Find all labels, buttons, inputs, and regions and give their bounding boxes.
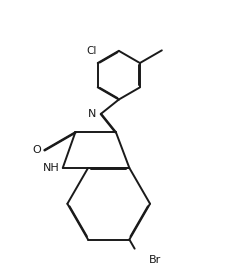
Text: Cl: Cl (86, 46, 97, 56)
Text: NH: NH (43, 163, 59, 173)
Text: Br: Br (148, 255, 161, 265)
Text: N: N (88, 109, 96, 119)
Text: O: O (32, 145, 41, 155)
